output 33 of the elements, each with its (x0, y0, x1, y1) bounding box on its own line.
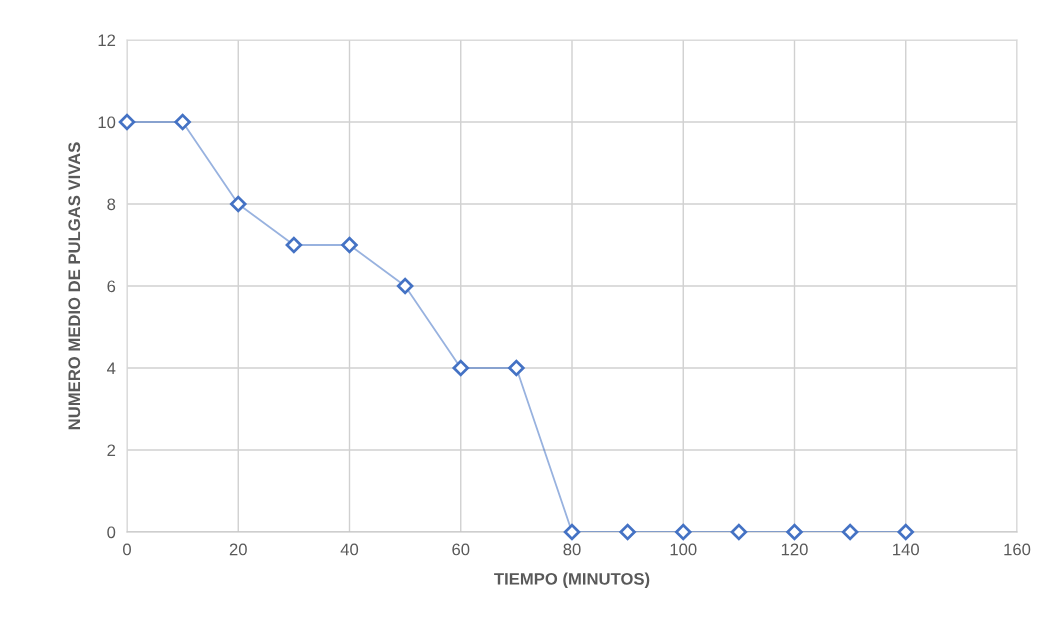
y-axis-title: NUMERO MEDIO DE PULGAS VIVAS (68, 142, 81, 430)
point (118, 113, 136, 131)
point (674, 523, 692, 541)
y-tick-label: 8 (107, 198, 116, 211)
point (786, 523, 803, 541)
point (508, 359, 525, 377)
x-tick-label: 160 (1004, 543, 1031, 556)
point (897, 523, 915, 541)
point (229, 195, 247, 213)
y-tick-label: 12 (98, 34, 116, 47)
x-tick-label: 60 (452, 543, 470, 556)
y-tick-label: 4 (107, 362, 116, 375)
point (396, 277, 414, 295)
point (841, 523, 859, 541)
y-tick-label: 2 (107, 444, 116, 457)
x-tick-label: 100 (670, 543, 697, 556)
x-tick-label: 80 (563, 543, 581, 556)
x-axis-title: TIEMPO (MINUTOS) (494, 572, 650, 589)
x-tick-label: 20 (229, 543, 247, 556)
point (619, 523, 636, 541)
x-tick-label: 140 (893, 543, 919, 556)
point (174, 113, 191, 131)
point (563, 523, 581, 541)
y-tick-label: 10 (98, 116, 116, 129)
y-tick-label: 6 (107, 280, 116, 293)
point (452, 359, 470, 377)
x-tick-label: 40 (340, 543, 359, 556)
y-tick-label: 0 (107, 526, 116, 539)
point (285, 236, 303, 254)
point (730, 523, 748, 541)
point (341, 236, 358, 254)
x-tick-label: 120 (781, 543, 808, 556)
x-tick-label: 0 (123, 543, 131, 556)
